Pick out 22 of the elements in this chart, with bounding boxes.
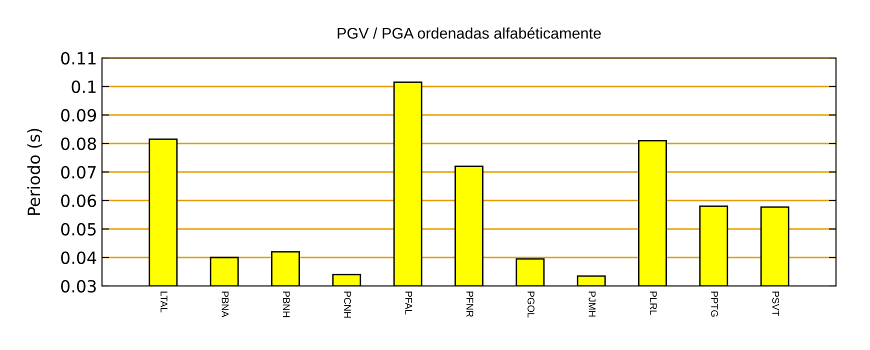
chart-title: PGV / PGA ordenadas alfabéticamente xyxy=(338,27,601,39)
x-tick-label: PLRL xyxy=(650,292,657,315)
y-tick-label: 0.07 xyxy=(61,166,96,179)
y-tick-label: 0.05 xyxy=(61,222,96,236)
x-tick-label: PFNR xyxy=(466,292,474,317)
x-tick-label: PBNA xyxy=(222,292,229,318)
x-tick-label: PGOL xyxy=(528,292,534,318)
y-tick-label: 0.04 xyxy=(61,251,96,264)
y-tick-label: 0.08 xyxy=(61,137,96,150)
x-tick-label: PSVT xyxy=(772,292,780,316)
y-tick-label: 0.11 xyxy=(61,52,96,65)
x-tick-label: PCNH xyxy=(344,292,351,318)
y-tick-label: 0.1 xyxy=(72,80,96,94)
x-tick-label: PFAL xyxy=(405,292,412,314)
x-tick-label: PJMH xyxy=(588,292,596,317)
x-tick-label: PBNH xyxy=(282,292,290,318)
y-tick-label: 0.03 xyxy=(61,280,96,293)
y-axis-title: Periodo (s) xyxy=(27,128,42,215)
x-tick-label: LTAL xyxy=(160,292,168,312)
x-tick-label: PPTG xyxy=(711,292,718,317)
y-tick-label: 0.09 xyxy=(61,108,96,122)
y-tick-label: 0.06 xyxy=(61,194,96,208)
